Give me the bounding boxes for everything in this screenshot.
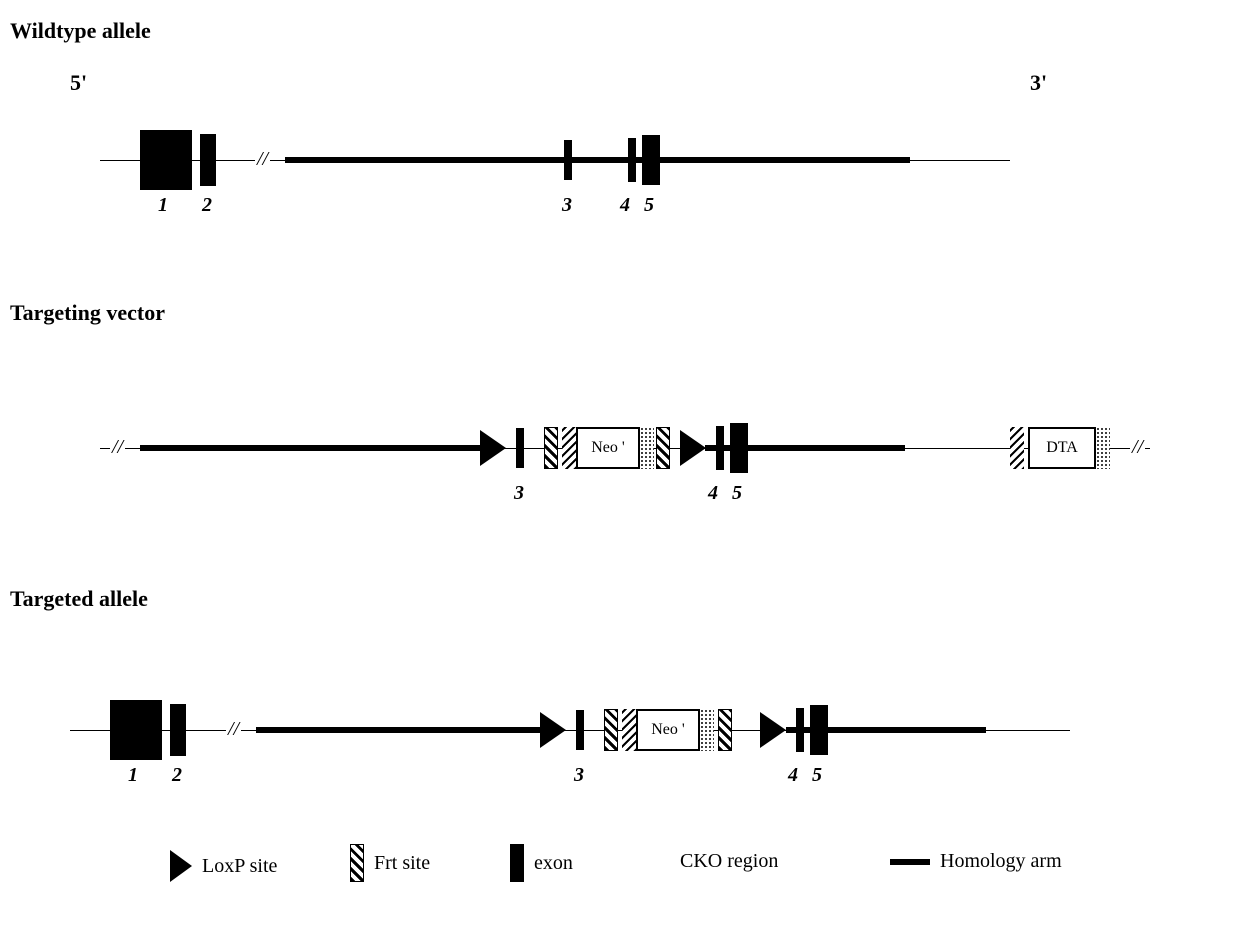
tgt-exon-4	[796, 708, 804, 752]
tgt-break: //	[226, 718, 241, 741]
homology-arm-icon	[890, 859, 930, 865]
tgt-exon-1	[110, 700, 162, 760]
vector-track: // // 3 Neo ' 4 5 DTA	[0, 418, 1200, 518]
vec-exon-3	[516, 428, 524, 468]
tgt-homology-left	[256, 727, 540, 733]
vec-frt-1	[544, 427, 558, 469]
tgt-exon5-label: 5	[812, 764, 822, 787]
tgt-exon-5	[810, 705, 828, 755]
vec-neo-left-flank	[562, 427, 576, 469]
wt-homology-arm	[285, 157, 910, 163]
loxp-icon	[170, 850, 192, 882]
legend-frt: Frt site	[350, 844, 430, 882]
tgt-exon-2	[170, 704, 186, 756]
wt-exon2-label: 2	[202, 194, 212, 217]
legend-arm-text: Homology arm	[940, 850, 1062, 873]
vec-neo-right-flank	[640, 427, 654, 469]
wt-exon3-label: 3	[562, 194, 572, 217]
vec-dta-label: DTA	[1046, 439, 1078, 457]
vec-dta-cassette: DTA	[1028, 427, 1096, 469]
targeted-title: Targeted allele	[10, 586, 148, 612]
tgt-frt-1	[604, 709, 618, 751]
tgt-exon4-label: 4	[788, 764, 798, 787]
targeted-track: // 1 2 3 Neo ' 4 5	[0, 700, 1200, 800]
vec-break-right: //	[1130, 436, 1145, 459]
vec-exon-4	[716, 426, 724, 470]
wildtype-track: // 1 2 3 4 5	[0, 130, 1200, 230]
legend-arm: Homology arm	[890, 850, 1062, 873]
wt-exon-3	[564, 140, 572, 180]
wt-exon1-label: 1	[158, 194, 168, 217]
tgt-exon3-label: 3	[574, 764, 584, 787]
tgt-exon-3	[576, 710, 584, 750]
vec-neo-label: Neo '	[591, 439, 625, 457]
vec-dta-left-flank	[1010, 427, 1024, 469]
wt-exon-2	[200, 134, 216, 186]
vec-break-left: //	[110, 436, 125, 459]
tgt-neo-left-flank	[622, 709, 636, 751]
legend-exon-text: exon	[534, 852, 573, 875]
vector-title: Targeting vector	[10, 300, 165, 326]
tgt-neo-right-flank	[700, 709, 714, 751]
wt-exon-5	[642, 135, 660, 185]
tgt-exon1-label: 1	[128, 764, 138, 787]
tgt-frt-2	[718, 709, 732, 751]
vec-exon-5	[730, 423, 748, 473]
wt-exon4-label: 4	[620, 194, 630, 217]
vec-loxp-2	[680, 430, 706, 466]
vec-frt-2	[656, 427, 670, 469]
vec-exon3-label: 3	[514, 482, 524, 505]
legend-loxp-text: LoxP site	[202, 855, 277, 878]
five-prime-label: 5'	[70, 70, 87, 96]
tgt-neo-cassette: Neo '	[636, 709, 700, 751]
vec-exon4-label: 4	[708, 482, 718, 505]
legend-cko-text: CKO region	[680, 850, 778, 873]
wt-exon-4	[628, 138, 636, 182]
vec-neo-cassette: Neo '	[576, 427, 640, 469]
vec-dta-right-flank	[1096, 427, 1110, 469]
tgt-neo-label: Neo '	[651, 721, 685, 739]
wildtype-title: Wildtype allele	[10, 18, 151, 44]
tgt-exon2-label: 2	[172, 764, 182, 787]
legend-frt-text: Frt site	[374, 852, 430, 875]
frt-icon	[350, 844, 364, 882]
legend-loxp: LoxP site	[170, 850, 277, 882]
legend-cko: CKO region	[680, 850, 778, 873]
legend-exon: exon	[510, 844, 573, 882]
wt-exon-1	[140, 130, 192, 190]
vec-homology-left	[140, 445, 480, 451]
wt-break: //	[255, 148, 270, 171]
vec-loxp-1	[480, 430, 506, 466]
wt-exon5-label: 5	[644, 194, 654, 217]
three-prime-label: 3'	[1030, 70, 1047, 96]
vec-exon5-label: 5	[732, 482, 742, 505]
tgt-loxp-1	[540, 712, 566, 748]
tgt-loxp-2	[760, 712, 786, 748]
exon-icon	[510, 844, 524, 882]
